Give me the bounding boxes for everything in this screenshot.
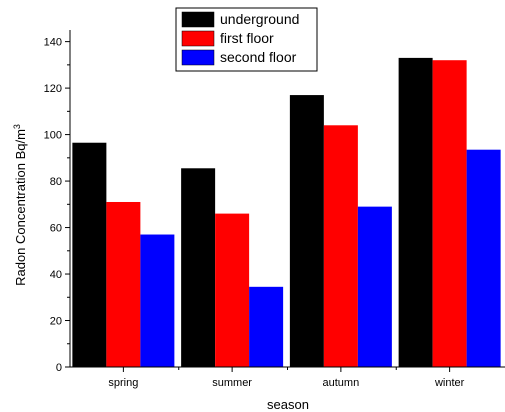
bar-first-floor-autumn xyxy=(323,125,358,367)
y-axis-title: Radon Concentration Bq/m3 xyxy=(12,124,28,286)
y-tick-label: 140 xyxy=(44,37,62,49)
bar-second-floor-spring xyxy=(140,234,175,367)
x-axis-title: season xyxy=(267,397,309,412)
bar-underground-summer xyxy=(181,168,216,367)
y-tick-label: 120 xyxy=(44,83,62,95)
legend: underground first floor second floor xyxy=(175,7,318,72)
legend-label-underground: underground xyxy=(220,11,299,27)
y-tick-label: 0 xyxy=(56,362,62,374)
legend-swatch-second-floor xyxy=(181,49,215,66)
y-tick-label: 20 xyxy=(50,316,62,328)
x-tick-label-winter: winter xyxy=(434,377,465,389)
legend-label-first-floor: first floor xyxy=(220,30,274,46)
legend-swatch-first-floor xyxy=(181,30,215,47)
bar-underground-winter xyxy=(398,57,433,368)
bar-second-floor-winter xyxy=(466,149,501,367)
bars-layer xyxy=(72,57,501,368)
y-axis-title-superscript: 3 xyxy=(12,124,22,129)
legend-label-second-floor: second floor xyxy=(220,49,297,65)
bar-second-floor-autumn xyxy=(357,206,392,367)
bar-second-floor-summer xyxy=(249,286,284,367)
y-tick-label: 80 xyxy=(50,176,62,188)
y-axis-title-text: Radon Concentration Bq/m xyxy=(13,129,28,286)
bar-first-floor-summer xyxy=(215,213,250,367)
x-tick-label-autumn: autumn xyxy=(323,377,360,389)
y-tick-label: 60 xyxy=(50,223,62,235)
y-tick-label: 100 xyxy=(44,130,62,142)
bar-first-floor-winter xyxy=(432,60,467,367)
bar-underground-spring xyxy=(72,142,107,367)
x-tick-label-spring: spring xyxy=(108,377,138,389)
bar-underground-autumn xyxy=(289,95,324,367)
y-tick-label: 40 xyxy=(50,269,62,281)
x-tick-label-summer: summer xyxy=(212,377,252,389)
axes-layer: 0 20 40 60 80 100 120 140 spring summer autumn wint… xyxy=(44,30,505,389)
bar-first-floor-spring xyxy=(106,201,141,367)
legend-swatch-underground xyxy=(181,11,215,28)
